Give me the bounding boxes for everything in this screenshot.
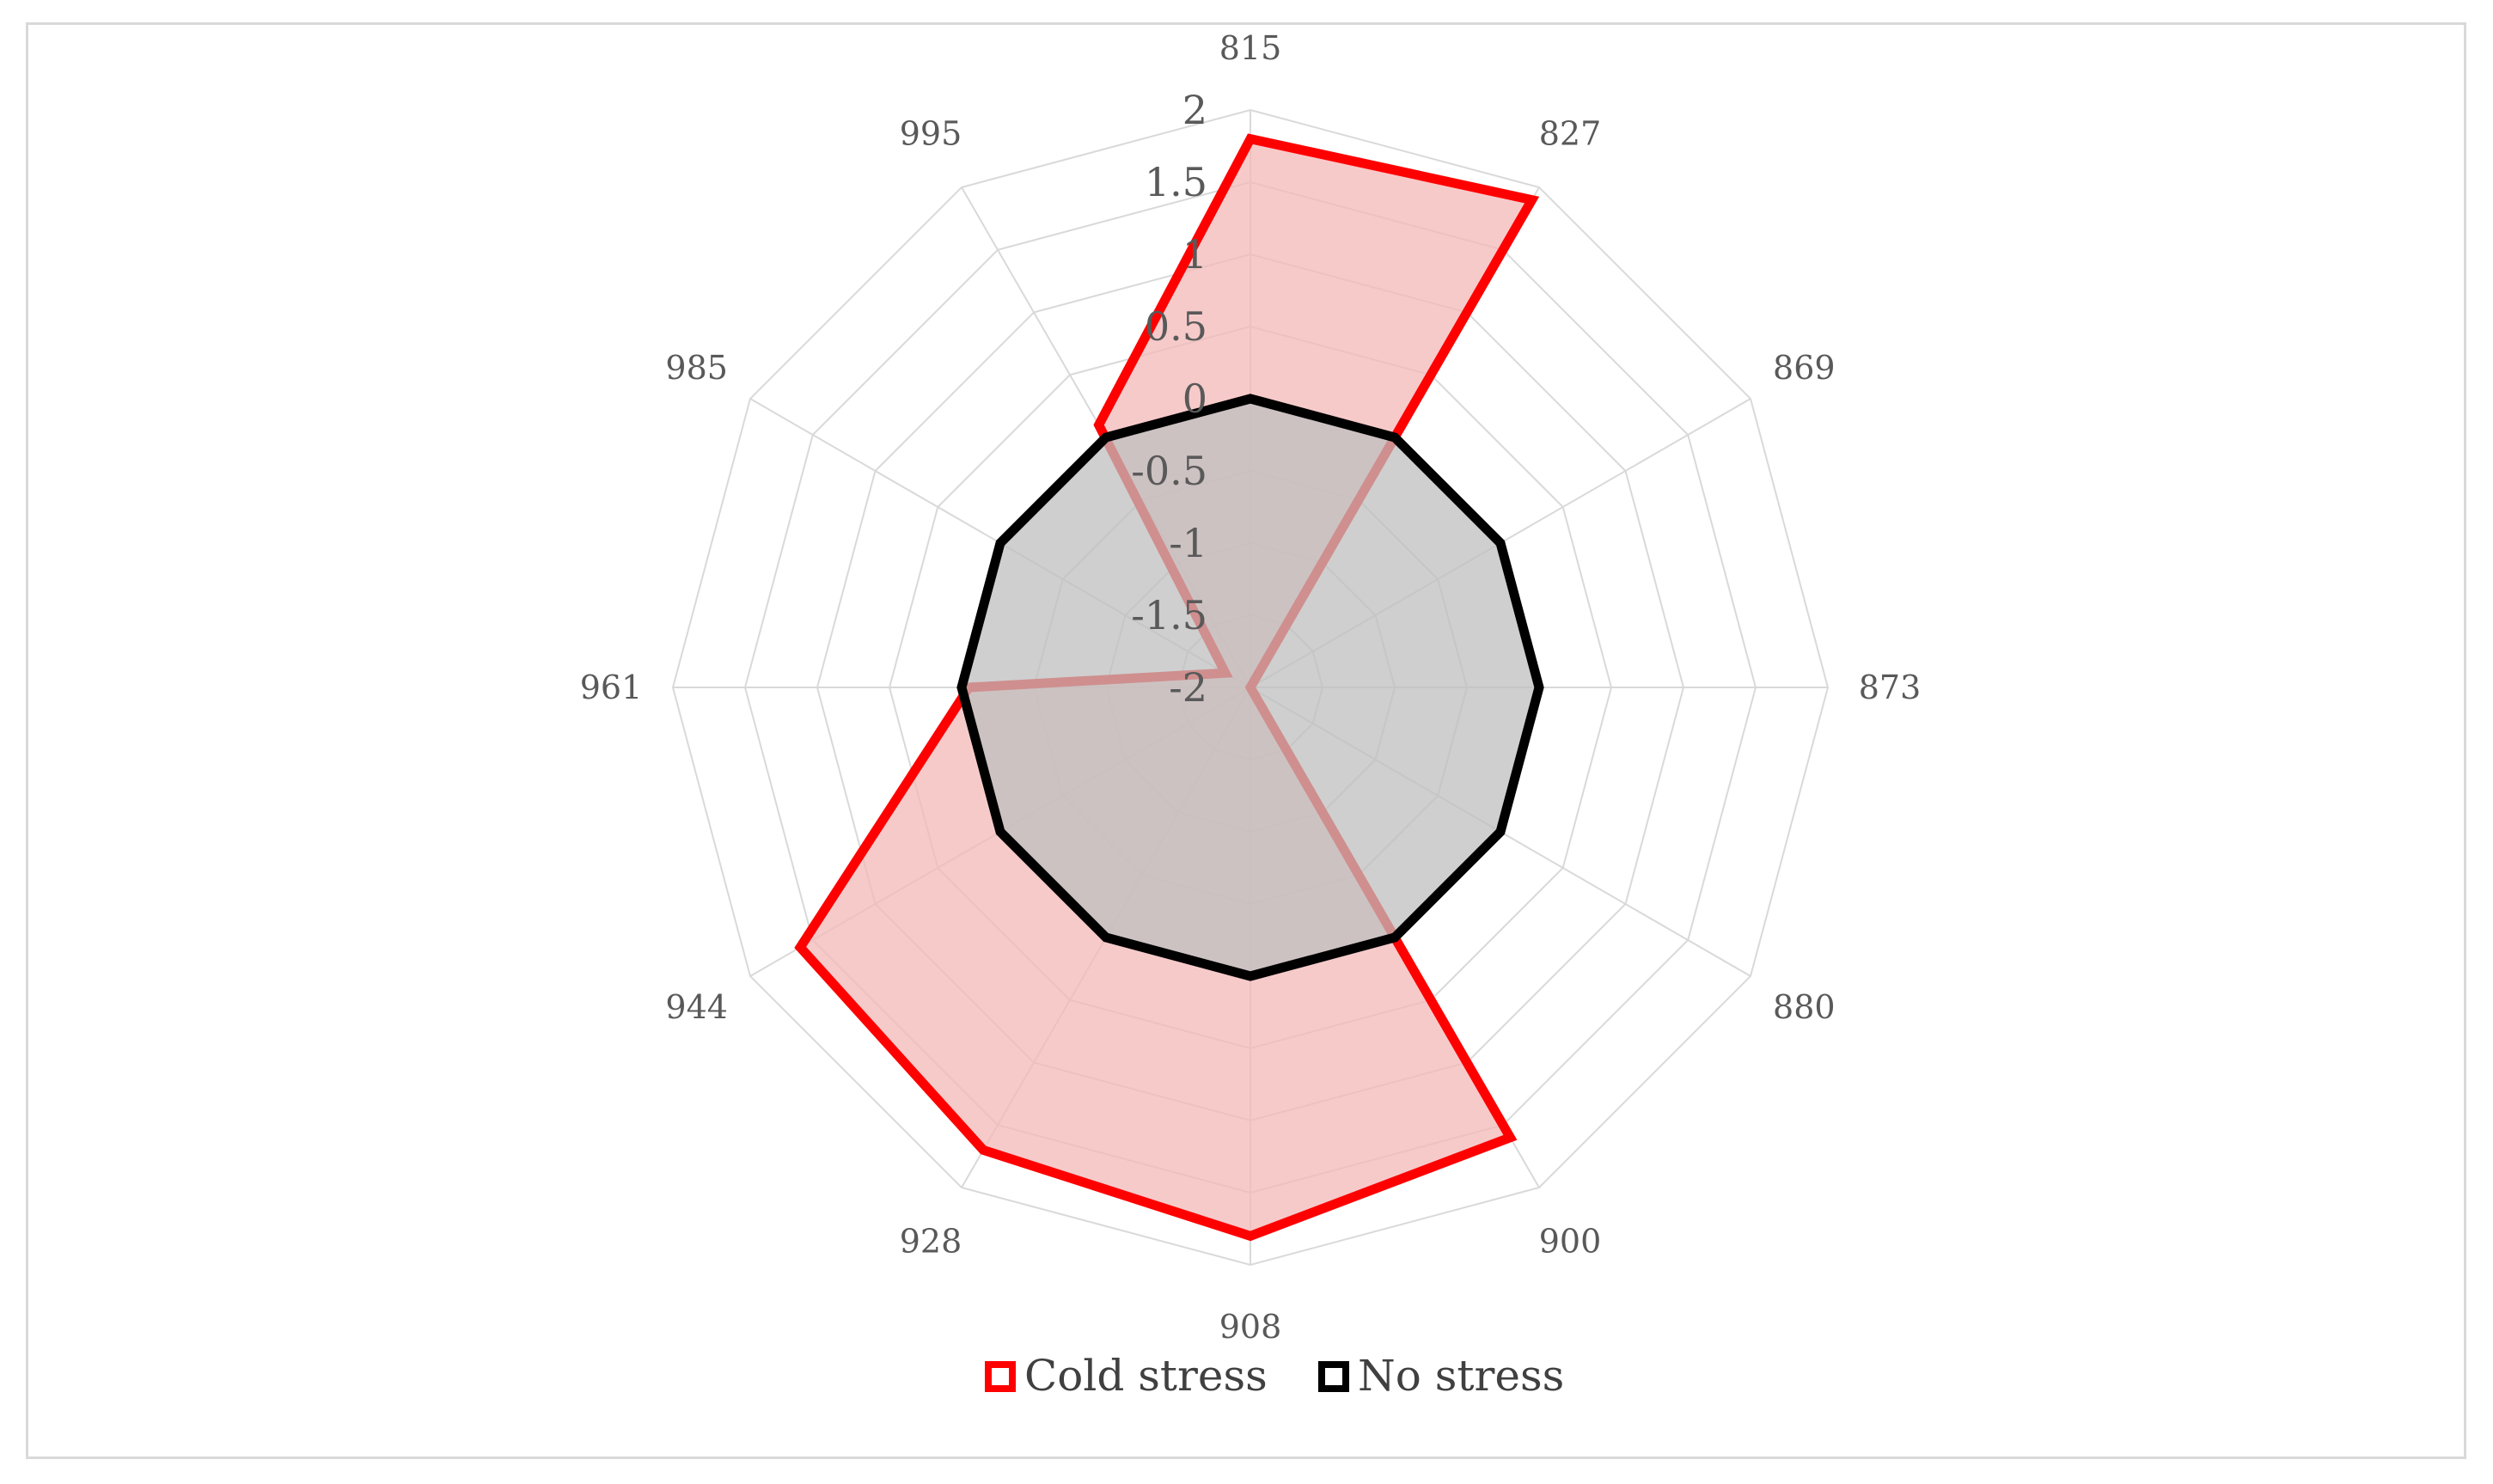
category-label: 961 <box>580 669 643 706</box>
category-label: 815 <box>1219 29 1282 67</box>
category-label: 880 <box>1773 988 1836 1026</box>
category-label: 995 <box>900 115 962 153</box>
category-label: 900 <box>1539 1222 1602 1260</box>
category-label: 873 <box>1859 669 1922 706</box>
tick-label: -0.5 <box>1131 448 1207 494</box>
radial-tick-labels: 2 1.5 1 0.5 0 -0.5 -1 -1.5 -2 <box>1131 87 1207 711</box>
tick-label: 0 <box>1182 376 1207 422</box>
tick-label: -1 <box>1169 520 1207 566</box>
legend-label-cold-stress: Cold stress <box>1024 1351 1268 1401</box>
category-label: 944 <box>665 988 728 1026</box>
category-label: 908 <box>1219 1308 1282 1346</box>
tick-label: 0.5 <box>1145 303 1207 350</box>
tick-label: 1 <box>1182 231 1207 278</box>
tick-label: -1.5 <box>1131 592 1207 638</box>
legend: Cold stress No stress <box>985 1351 1564 1401</box>
axis-category-labels: 815 827 869 873 880 900 908 928 944 961 985 995 <box>580 29 1922 1346</box>
series-no-stress <box>956 394 1544 981</box>
legend-label-no-stress: No stress <box>1358 1351 1564 1401</box>
tick-label: 1.5 <box>1145 159 1207 205</box>
category-label: 827 <box>1539 115 1602 153</box>
legend-marker-cold-stress <box>985 1361 1016 1392</box>
category-label: 928 <box>900 1222 962 1260</box>
legend-marker-no-stress <box>1318 1361 1349 1392</box>
radar-series <box>794 133 1544 1242</box>
tick-label: 2 <box>1182 87 1207 133</box>
category-label: 985 <box>665 349 728 387</box>
tick-label: -2 <box>1169 664 1207 711</box>
category-label: 869 <box>1773 349 1836 387</box>
